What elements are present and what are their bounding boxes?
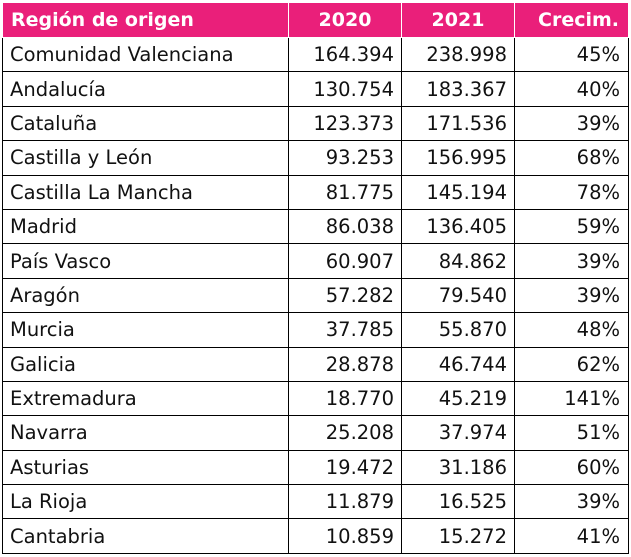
value-2021-cell: 37.974: [401, 415, 515, 451]
table-row: Castilla La Mancha 81.775 145.194 78%: [2, 174, 629, 210]
region-cell: Aragón: [2, 277, 289, 314]
value-2020-cell: 123.373: [288, 105, 402, 142]
table-row: Madrid 86.038 136.405 59%: [2, 208, 629, 245]
table-row: Comunidad Valenciana 164.394 238.998 45%: [2, 36, 629, 73]
value-2021-cell: 145.194: [401, 174, 515, 210]
table-row: Cantabria 10.859 15.272 41%: [2, 518, 629, 554]
table-row: Cataluña 123.373 171.536 39%: [2, 105, 629, 142]
growth-cell: 78%: [514, 174, 629, 210]
growth-cell: 39%: [514, 484, 629, 520]
growth-cell: 39%: [514, 277, 629, 314]
header-region: Región de origen: [2, 2, 289, 38]
value-2021-cell: 16.525: [401, 484, 515, 520]
region-cell: Navarra: [2, 415, 289, 451]
region-cell: La Rioja: [2, 484, 289, 520]
value-2020-cell: 25.208: [288, 415, 402, 451]
value-2021-cell: 46.744: [401, 346, 515, 382]
value-2021-cell: 15.272: [401, 518, 515, 554]
growth-cell: 141%: [514, 380, 629, 417]
growth-cell: 68%: [514, 140, 629, 176]
growth-cell: 51%: [514, 415, 629, 451]
value-2021-cell: 55.870: [401, 312, 515, 348]
growth-cell: 62%: [514, 346, 629, 382]
table-header: Región de origen 2020 2021 Crecim.: [2, 2, 629, 38]
region-cell: Comunidad Valenciana: [2, 36, 289, 73]
value-2020-cell: 86.038: [288, 208, 402, 245]
value-2021-cell: 45.219: [401, 380, 515, 417]
growth-cell: 39%: [514, 243, 629, 279]
header-2021: 2021: [401, 2, 515, 38]
growth-cell: 59%: [514, 208, 629, 245]
growth-cell: 60%: [514, 449, 629, 486]
region-cell: Cantabria: [2, 518, 289, 554]
value-2021-cell: 79.540: [401, 277, 515, 314]
table-row: Aragón 57.282 79.540 39%: [2, 277, 629, 314]
header-2020: 2020: [288, 2, 402, 38]
value-2021-cell: 84.862: [401, 243, 515, 279]
value-2020-cell: 93.253: [288, 140, 402, 176]
growth-cell: 40%: [514, 71, 629, 107]
region-cell: Extremadura: [2, 380, 289, 417]
value-2020-cell: 60.907: [288, 243, 402, 279]
value-2020-cell: 57.282: [288, 277, 402, 314]
region-cell: Castilla La Mancha: [2, 174, 289, 210]
header-growth: Crecim.: [514, 2, 629, 38]
value-2021-cell: 183.367: [401, 71, 515, 107]
table-body: Comunidad Valenciana 164.394 238.998 45% And…: [2, 36, 629, 554]
table-row: La Rioja 11.879 16.525 39%: [2, 484, 629, 520]
region-cell: Andalucía: [2, 71, 289, 107]
growth-cell: 41%: [514, 518, 629, 554]
table-row: Andalucía 130.754 183.367 40%: [2, 71, 629, 107]
value-2021-cell: 156.995: [401, 140, 515, 176]
header-row: Región de origen 2020 2021 Crecim.: [2, 2, 629, 38]
region-cell: País Vasco: [2, 243, 289, 279]
table-row: Galicia 28.878 46.744 62%: [2, 346, 629, 382]
growth-cell: 48%: [514, 312, 629, 348]
value-2020-cell: 130.754: [288, 71, 402, 107]
region-cell: Castilla y León: [2, 140, 289, 176]
table-row: Navarra 25.208 37.974 51%: [2, 415, 629, 451]
table-row: Murcia 37.785 55.870 48%: [2, 312, 629, 348]
value-2020-cell: 19.472: [288, 449, 402, 486]
region-cell: Murcia: [2, 312, 289, 348]
region-cell: Galicia: [2, 346, 289, 382]
value-2020-cell: 28.878: [288, 346, 402, 382]
value-2020-cell: 81.775: [288, 174, 402, 210]
table-row: Castilla y León 93.253 156.995 68%: [2, 140, 629, 176]
value-2020-cell: 10.859: [288, 518, 402, 554]
table-row: Asturias 19.472 31.186 60%: [2, 449, 629, 486]
value-2021-cell: 31.186: [401, 449, 515, 486]
table-row: País Vasco 60.907 84.862 39%: [2, 243, 629, 279]
region-cell: Cataluña: [2, 105, 289, 142]
region-cell: Asturias: [2, 449, 289, 486]
value-2021-cell: 171.536: [401, 105, 515, 142]
value-2020-cell: 164.394: [288, 36, 402, 73]
value-2020-cell: 18.770: [288, 380, 402, 417]
growth-cell: 45%: [514, 36, 629, 73]
region-cell: Madrid: [2, 208, 289, 245]
value-2020-cell: 11.879: [288, 484, 402, 520]
table-row: Extremadura 18.770 45.219 141%: [2, 380, 629, 417]
value-2021-cell: 238.998: [401, 36, 515, 73]
value-2020-cell: 37.785: [288, 312, 402, 348]
value-2021-cell: 136.405: [401, 208, 515, 245]
growth-cell: 39%: [514, 105, 629, 142]
